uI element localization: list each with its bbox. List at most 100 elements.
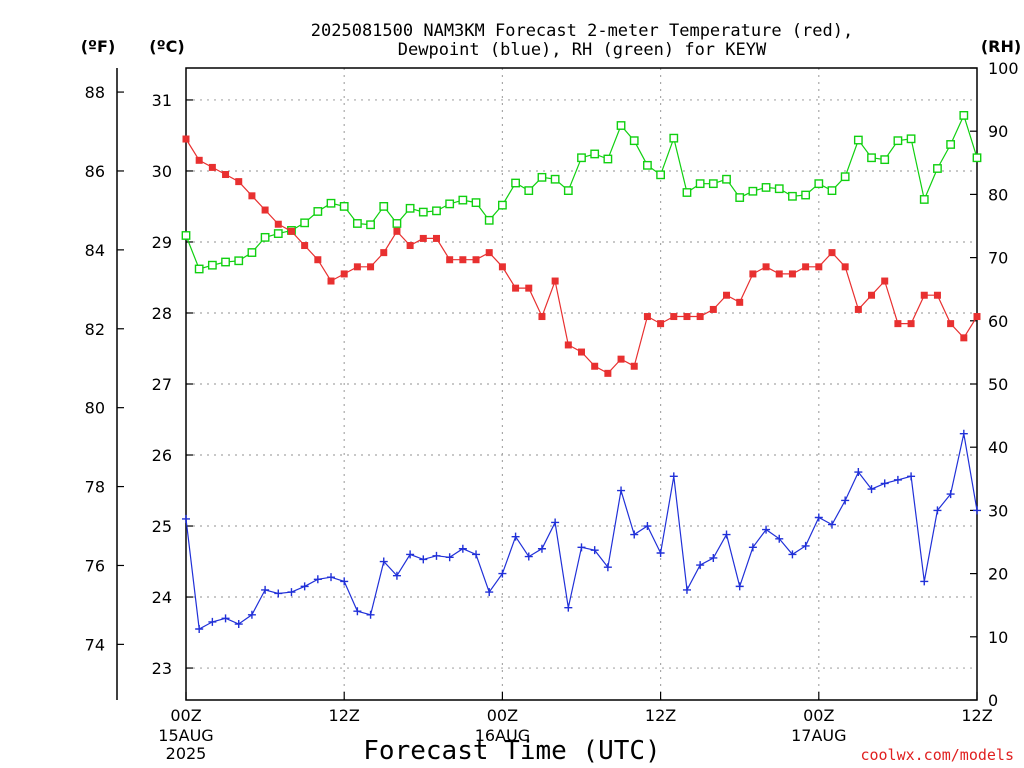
- rh-point: [537, 172, 547, 182]
- temperature-point: [538, 313, 546, 321]
- temperature-point: [195, 156, 203, 164]
- temperature-point: [881, 277, 889, 285]
- x-date-label: 17AUG: [791, 726, 846, 745]
- temperature-point: [736, 298, 744, 306]
- rh-point: [616, 121, 626, 130]
- rh-point: [181, 231, 191, 240]
- 2-meter-temperature-line: [185, 138, 978, 375]
- temperature-point: [301, 242, 309, 250]
- rh-point: [498, 200, 507, 210]
- dewpoint-point: [946, 490, 955, 499]
- temperature-point: [854, 305, 862, 313]
- rh-point: [352, 219, 362, 228]
- rh-point: [867, 153, 876, 163]
- temperature-point: [222, 171, 230, 179]
- dewpoint-point: [696, 561, 705, 570]
- celsius-tick-label: 23: [152, 659, 172, 678]
- rh-unit-label: (RH): [981, 37, 1021, 56]
- rh-tick-label: 90: [988, 122, 1008, 141]
- rh-point: [471, 198, 481, 208]
- dewpoint-point: [617, 486, 626, 495]
- dewpoint-point: [933, 506, 942, 515]
- temperature-point: [327, 277, 335, 285]
- temperature-point: [340, 270, 348, 278]
- dewpoint-point: [182, 514, 190, 523]
- dewpoint-point: [366, 610, 375, 619]
- dewpoint-point: [722, 530, 731, 539]
- temperature-point: [933, 291, 941, 299]
- temperature-point: [828, 249, 836, 257]
- temperature-point: [630, 362, 638, 370]
- celsius-tick-label: 31: [152, 91, 172, 110]
- x-tick-label: 12Z: [645, 706, 676, 725]
- dewpoint-point: [537, 544, 546, 553]
- rh-point: [366, 220, 375, 230]
- x-date-label: 15AUG: [158, 726, 213, 745]
- dewpoint-point: [577, 543, 586, 552]
- chart-title-line-1: 2025081500 NAM3KM Forecast 2-meter Tempe…: [311, 21, 853, 41]
- x-tick-label: 12Z: [961, 706, 992, 725]
- temperature-point: [670, 313, 678, 321]
- dewpoint-point: [485, 588, 494, 597]
- rh-tick-label: 0: [988, 691, 998, 710]
- dewpoint-point: [221, 614, 230, 623]
- rh-series: [181, 110, 982, 274]
- fahrenheit-tick-label: 88: [85, 83, 105, 102]
- rh-point: [260, 232, 270, 242]
- dewpoint-point: [682, 585, 691, 594]
- temperature-point: [841, 263, 849, 271]
- rh-point: [722, 174, 731, 184]
- rh-tick-label: 50: [988, 375, 1008, 394]
- temperature-point: [248, 192, 256, 200]
- temperature-point: [367, 263, 375, 271]
- dewpoint-point: [208, 617, 217, 626]
- rh-point: [708, 179, 718, 189]
- dewpoint-point: [656, 549, 665, 558]
- rh-point: [511, 178, 520, 188]
- dewpoint-point: [801, 541, 810, 550]
- dewpoint-point: [762, 525, 771, 534]
- rh-point: [748, 186, 758, 196]
- rh-point: [840, 172, 850, 182]
- dewpoint-point: [907, 472, 916, 481]
- dewpoint-point: [590, 546, 599, 555]
- temperature-point: [578, 348, 585, 356]
- temperature-point: [920, 291, 928, 299]
- chart-title-line-2: Dewpoint (blue), RH (green) for KEYW: [398, 40, 767, 60]
- rh-point: [405, 203, 415, 213]
- temperature-point: [287, 227, 295, 235]
- rh-point: [972, 153, 982, 163]
- dewpoint-point: [854, 468, 863, 477]
- rh-point: [643, 160, 652, 170]
- temperature-point: [182, 135, 190, 143]
- dewpoint-point: [458, 544, 467, 553]
- rh-point: [273, 229, 283, 238]
- temperature-point: [604, 369, 612, 377]
- rh-tick-label: 40: [988, 438, 1008, 457]
- rh-point: [880, 155, 890, 165]
- rh-point: [326, 198, 336, 208]
- dewpoint-point: [788, 550, 797, 559]
- fahrenheit-unit-label: (ºF): [81, 37, 116, 56]
- temperature-point: [709, 305, 717, 313]
- rh-point: [194, 264, 204, 274]
- rh-point: [590, 149, 600, 159]
- celsius-tick-label: 26: [152, 446, 172, 465]
- dewpoint-point: [247, 610, 256, 619]
- rh-point: [933, 164, 942, 173]
- dewpoint-point: [841, 496, 850, 505]
- temperature-point: [907, 320, 915, 328]
- x-date-label: 16AUG: [475, 726, 530, 745]
- fahrenheit-tick-label: 84: [85, 241, 105, 260]
- fahrenheit-tick-label: 80: [85, 399, 105, 418]
- temperature-point: [683, 313, 691, 321]
- rh-point: [550, 174, 560, 184]
- rh-point: [445, 199, 455, 209]
- rh-point: [919, 195, 929, 204]
- rh-point: [788, 191, 797, 201]
- temperature-point: [446, 256, 454, 264]
- dewpoint-point: [313, 575, 322, 584]
- celsius-tick-label: 28: [152, 304, 172, 323]
- dewpoint-point: [827, 520, 836, 529]
